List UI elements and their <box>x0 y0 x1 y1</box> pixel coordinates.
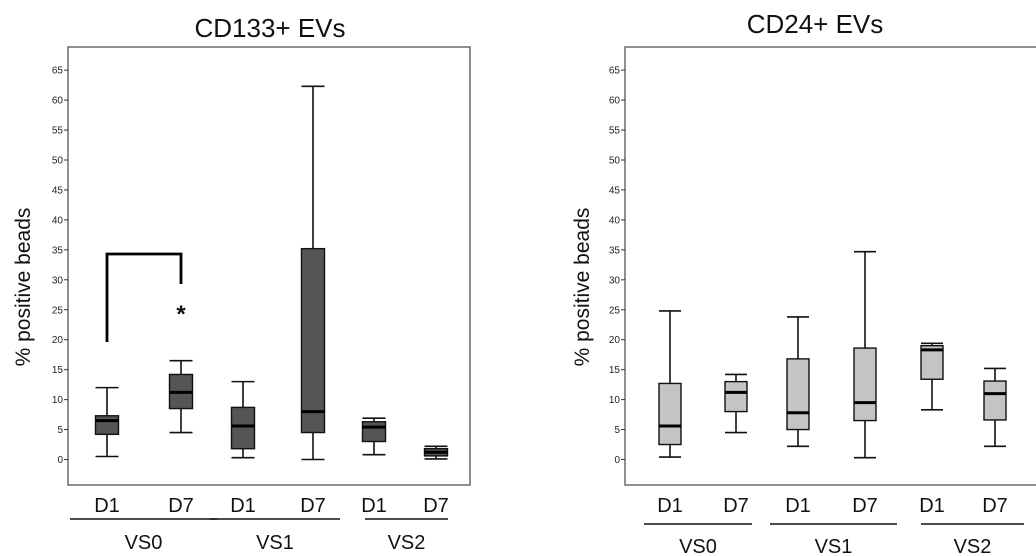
y-tick-label: 15 <box>609 365 621 376</box>
box-vs2-d1 <box>920 342 944 411</box>
y-tick-label: 40 <box>52 215 64 226</box>
y-axis-label: % positive beads <box>571 208 594 367</box>
box-vs2-d7 <box>983 367 1007 448</box>
box-vs1-d1 <box>230 380 256 459</box>
x-group-labels: VS0 VS1 VS2 <box>70 518 448 554</box>
y-axis-label: % positive beads <box>12 208 35 367</box>
group-label: VS1 <box>815 536 853 556</box>
y-tick-label: 25 <box>52 305 64 316</box>
y-tick-label: 55 <box>52 126 64 137</box>
box-vs2-d7 <box>423 445 449 460</box>
iqr-box <box>94 415 120 436</box>
box-vs0-d1 <box>94 386 120 458</box>
y-tick-label: 45 <box>52 185 64 196</box>
iqr-box <box>786 358 810 431</box>
y-tick-label: 25 <box>609 305 621 316</box>
category-label: D1 <box>657 495 683 517</box>
chart-title: CD133+ EVs <box>194 13 345 43</box>
iqr-box <box>361 421 387 443</box>
y-tick-label: 15 <box>52 365 64 376</box>
category-label: D7 <box>423 495 449 517</box>
x-group-labels: VS0 VS1 VS2 <box>644 523 1024 556</box>
y-tick-label: 35 <box>52 245 64 256</box>
chart-title: CD24+ EVs <box>747 9 884 39</box>
box-vs0-d7 <box>724 373 748 434</box>
group-label: VS0 <box>679 536 717 556</box>
box-vs1-d7 <box>300 85 326 461</box>
iqr-box <box>983 380 1007 421</box>
category-label: D1 <box>785 495 811 517</box>
y-tick-label: 5 <box>614 425 620 436</box>
group-label: VS1 <box>256 532 294 554</box>
y-tick-label: 65 <box>609 66 621 77</box>
iqr-box <box>853 347 877 422</box>
chart-cd133: CD133+ EVs % positive beads 0 5 10 15 20 25 30… <box>12 13 471 554</box>
category-label: D7 <box>852 495 878 517</box>
category-label: D7 <box>723 495 749 517</box>
y-tick-label: 60 <box>609 96 621 107</box>
category-label: D1 <box>919 495 945 517</box>
y-tick-label: 45 <box>609 185 621 196</box>
y-tick-label: 40 <box>609 215 621 226</box>
box-vs0-d7 <box>168 359 194 434</box>
group-label: VS2 <box>388 532 426 554</box>
box-vs1-d7 <box>853 250 877 459</box>
significance-bracket: * <box>105 252 186 342</box>
y-tick-label: 20 <box>609 335 621 346</box>
y-tick-label: 55 <box>609 126 621 137</box>
category-label: D7 <box>982 495 1008 517</box>
y-tick-label: 35 <box>609 245 621 256</box>
y-axis-ticks: 0 5 10 15 20 25 30 35 40 45 50 55 60 65 <box>609 66 625 466</box>
y-tick-label: 10 <box>609 395 621 406</box>
x-category-labels: D1 D7 D1 D7 D1 D7 <box>94 495 449 517</box>
y-tick-label: 30 <box>609 275 621 286</box>
group-label: VS2 <box>954 536 992 556</box>
plot-frame <box>67 46 471 486</box>
plot-frame <box>624 46 1036 486</box>
iqr-box <box>658 382 682 446</box>
iqr-box <box>230 406 256 450</box>
category-label: D1 <box>94 495 120 517</box>
y-tick-label: 0 <box>614 455 620 466</box>
y-tick-label: 20 <box>52 335 64 346</box>
category-label: D1 <box>361 495 387 517</box>
y-tick-label: 50 <box>52 156 64 167</box>
iqr-box <box>920 344 944 380</box>
chart-cd24: CD24+ EVs % positive beads 0 5 10 15 20 25 30 3… <box>571 9 1036 556</box>
group-label: VS0 <box>125 532 163 554</box>
category-label: D7 <box>168 495 194 517</box>
iqr-box <box>300 247 326 434</box>
y-tick-label: 60 <box>52 96 64 107</box>
significance-star: * <box>176 301 186 328</box>
y-axis-ticks: 0 5 10 15 20 25 30 35 40 45 50 55 60 65 <box>52 66 68 466</box>
y-tick-label: 0 <box>57 455 63 466</box>
box-vs2-d1 <box>361 417 387 456</box>
y-tick-label: 30 <box>52 275 64 286</box>
category-label: D1 <box>230 495 256 517</box>
box-series <box>94 85 449 461</box>
bracket-line <box>105 252 183 342</box>
box-vs1-d1 <box>786 316 810 448</box>
y-tick-label: 10 <box>52 395 64 406</box>
x-category-labels: D1 D7 D1 D7 D1 D7 <box>657 495 1008 517</box>
y-tick-label: 65 <box>52 66 64 77</box>
y-tick-label: 5 <box>57 425 63 436</box>
y-tick-label: 50 <box>609 156 621 167</box>
box-series <box>658 250 1007 459</box>
box-vs0-d1 <box>658 310 682 458</box>
category-label: D7 <box>300 495 326 517</box>
iqr-box <box>724 380 748 413</box>
